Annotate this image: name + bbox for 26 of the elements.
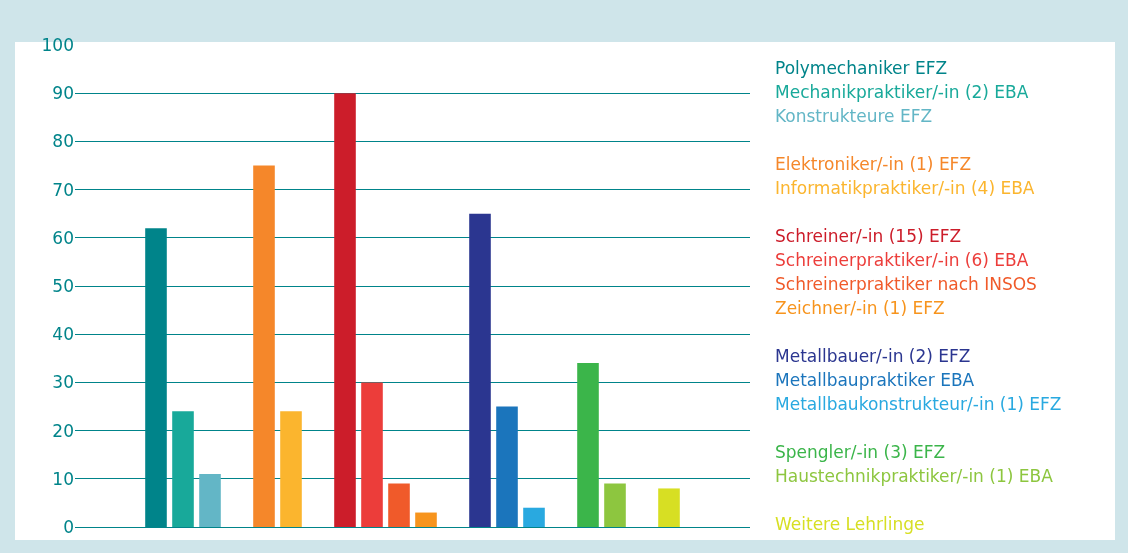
text: Schreinerpraktiker nach INSOS	[775, 274, 1037, 294]
text: Konstrukteure EFZ	[775, 106, 933, 126]
y-tick-label: 100	[41, 34, 74, 55]
text: Metallbauer/-in (2) EFZ	[775, 346, 971, 366]
y-tick-label: 60	[52, 227, 74, 248]
text: Metallbaupraktiker EBA	[775, 370, 975, 390]
text: Haustechnikpraktiker/-in (1) EBA	[775, 466, 1054, 486]
y-tick-label: 20	[52, 420, 74, 441]
text: Zeichner/-in (1) EFZ	[775, 298, 945, 318]
text: Mechanikpraktiker/-in (2) EBA	[775, 82, 1029, 102]
y-tick-label: 70	[52, 179, 74, 200]
y-tick-label: 90	[52, 83, 74, 104]
text: Polymechaniker EFZ	[775, 58, 948, 78]
y-tick-label: 50	[52, 275, 74, 296]
text: Informatikpraktiker/-in (4) EBA	[775, 178, 1035, 198]
text: Elektroniker/-in (1) EFZ	[775, 154, 972, 174]
text: Spengler/-in (3) EFZ	[775, 442, 946, 462]
text: Weitere Lehrlinge	[775, 514, 925, 534]
y-tick-label: 10	[52, 468, 74, 489]
y-tick-label: 0	[63, 516, 74, 537]
y-tick-label: 30	[52, 372, 74, 393]
text: Schreiner/-in (15) EFZ	[775, 226, 962, 246]
text: Schreinerpraktiker/-in (6) EBA	[775, 250, 1029, 270]
text: Metallbaukonstrukteur/-in (1) EFZ	[775, 394, 1062, 414]
y-tick-label: 40	[52, 324, 74, 345]
y-tick-label: 80	[52, 131, 74, 152]
